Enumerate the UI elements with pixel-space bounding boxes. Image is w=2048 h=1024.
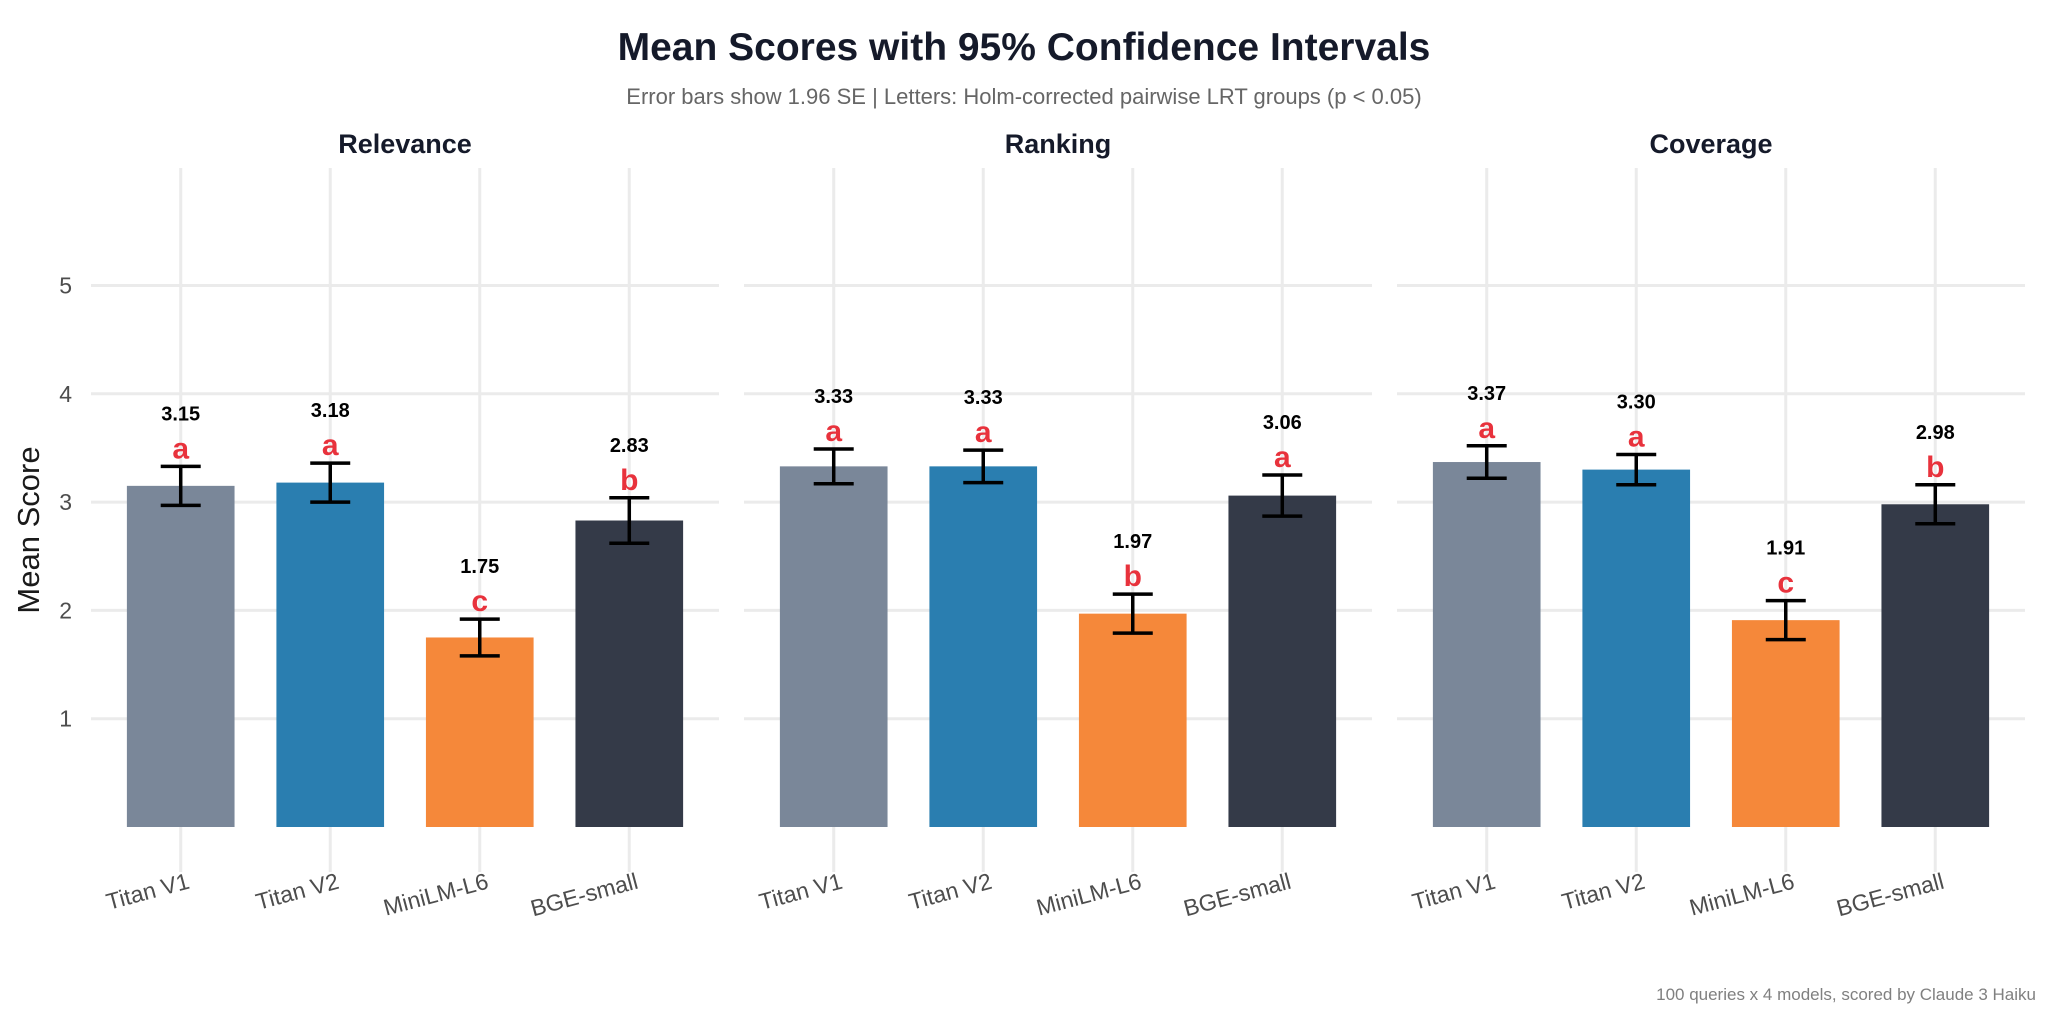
- y-axis-label: Mean Score: [11, 446, 46, 613]
- value-label: 3.33: [814, 386, 853, 408]
- bar-minilm-l6: [1731, 620, 1840, 827]
- value-label: 3.15: [161, 403, 200, 425]
- value-label: 1.75: [460, 556, 499, 578]
- bar-titan-v1: [126, 485, 235, 827]
- group-letter: a: [172, 432, 189, 465]
- bar-minilm-l6: [425, 637, 534, 827]
- panel-ranking: Ranking a 3.33 Titan V1 a 3.33 Titan V2 b 1.97 Mi…: [744, 129, 1372, 921]
- error-bar: [609, 496, 650, 546]
- value-label: 3.18: [311, 400, 350, 422]
- bar-bge-small: [1881, 504, 1990, 827]
- error-bar: [459, 617, 500, 658]
- x-tick-label: Titan V1: [1409, 868, 1498, 915]
- x-tick-label: BGE-small: [1834, 868, 1947, 922]
- x-tick-label: Titan V1: [103, 868, 192, 915]
- group-letter: b: [620, 464, 638, 497]
- x-tick-label: Titan V2: [906, 868, 995, 915]
- value-label: 3.06: [1263, 412, 1302, 434]
- y-tick-label: 4: [59, 381, 72, 407]
- error-bar: [813, 447, 854, 486]
- panel-title: Ranking: [1005, 129, 1112, 159]
- error-bar: [1112, 592, 1153, 635]
- x-tick-label: BGE-small: [1181, 868, 1294, 922]
- value-label: 2.98: [1916, 422, 1955, 444]
- error-bar: [963, 448, 1004, 485]
- chart-title: Mean Scores with 95% Confidence Interval…: [618, 26, 1431, 69]
- bar-titan-v2: [1582, 469, 1691, 827]
- x-tick-label: Titan V1: [756, 868, 845, 915]
- y-tick-label: 3: [59, 489, 72, 515]
- value-label: 3.30: [1617, 391, 1656, 413]
- group-letter: a: [975, 416, 992, 449]
- group-letter: a: [1628, 420, 1645, 453]
- panel-relevance: Relevance a 3.15 Titan V1 a 3.18 Titan V2 c 1.75…: [91, 129, 719, 921]
- chart-subtitle: Error bars show 1.96 SE | Letters: Holm-…: [626, 84, 1421, 109]
- error-bar: [1262, 473, 1303, 518]
- y-tick-label: 5: [59, 273, 72, 299]
- y-tick-label: 2: [59, 597, 72, 623]
- error-bar: [310, 461, 351, 504]
- bar-titan-v2: [276, 482, 385, 827]
- x-tick-label: MiniLM-L6: [1687, 868, 1797, 921]
- value-label: 3.33: [964, 387, 1003, 409]
- panels: 1 2 3 4 5 Relevance a 3.15 Titan V1 a 3.18 Titan V2…: [59, 129, 2025, 921]
- group-letter: a: [1478, 412, 1495, 445]
- value-label: 2.83: [610, 435, 649, 457]
- value-label: 1.91: [1766, 538, 1805, 560]
- group-letter: c: [1777, 567, 1794, 600]
- bar-minilm-l6: [1078, 613, 1187, 827]
- value-label: 3.37: [1467, 383, 1506, 405]
- x-tick-label: Titan V2: [1559, 868, 1648, 915]
- group-letter: a: [322, 429, 339, 462]
- panel-title: Relevance: [338, 129, 472, 159]
- x-tick-label: Titan V2: [253, 868, 342, 915]
- error-bar: [160, 464, 201, 508]
- error-bar: [1915, 483, 1956, 526]
- bar-titan-v1: [1432, 462, 1541, 827]
- group-letter: c: [471, 585, 488, 618]
- error-bar: [1765, 598, 1806, 642]
- chart-caption: 100 queries x 4 models, scored by Claude…: [1656, 985, 2036, 1004]
- group-letter: a: [825, 415, 842, 448]
- group-letter: a: [1274, 441, 1291, 474]
- x-tick-label: BGE-small: [528, 868, 641, 922]
- bar-bge-small: [1228, 495, 1337, 827]
- bar-titan-v1: [779, 466, 888, 827]
- x-tick-label: MiniLM-L6: [381, 868, 491, 921]
- value-label: 1.97: [1113, 531, 1152, 553]
- group-letter: b: [1926, 451, 1944, 484]
- bar-bge-small: [575, 520, 684, 827]
- y-tick-label: 1: [59, 706, 72, 732]
- error-bar: [1616, 452, 1657, 487]
- x-tick-label: MiniLM-L6: [1034, 868, 1144, 921]
- error-bar: [1466, 444, 1507, 481]
- bar-titan-v2: [929, 466, 1038, 827]
- panel-coverage: Coverage a 3.37 Titan V1 a 3.30 Titan V2 c 1.91 M…: [1397, 129, 2025, 921]
- panel-title: Coverage: [1649, 129, 1772, 159]
- group-letter: b: [1124, 560, 1142, 593]
